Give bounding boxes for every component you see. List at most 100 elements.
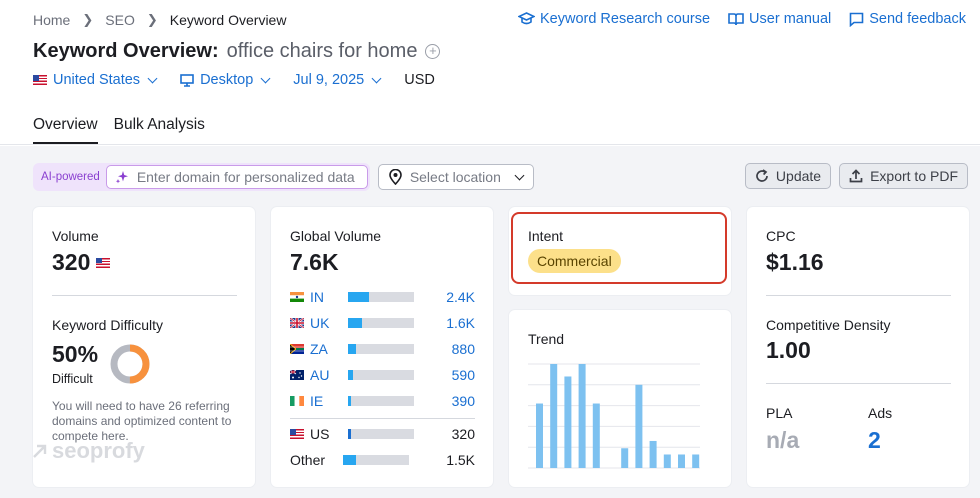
country-volume-bar [348,429,414,439]
intent-label: Intent [528,228,564,244]
trend-chart [528,363,700,469]
filters: United States Desktop Jul 9, 2025 USD [33,72,435,88]
trend-bar[interactable] [536,403,543,468]
upload-icon [849,169,863,183]
trend-bar[interactable] [578,364,586,468]
country-row-ie[interactable]: IE 390 [290,393,475,409]
country-selector[interactable]: United States [33,72,158,88]
divider [52,295,237,296]
cpc-card: CPC $1.16 Competitive Density 1.00 PLA n… [747,207,969,487]
cpc-label: CPC [766,228,796,244]
country-volume-bar-fill [343,455,357,465]
page-title-label: Keyword Overview: [33,40,219,62]
country-volume-bar-fill [348,396,352,406]
global-volume-label: Global Volume [290,228,382,244]
trend-bar[interactable] [635,384,643,468]
tab-bar: Overview Bulk Analysis [33,116,205,144]
competitive-density-label: Competitive Density [766,317,891,333]
chevron-down-icon [147,73,158,84]
trend-bar[interactable] [621,448,629,468]
page-title-keyword: office chairs for home [226,40,418,62]
breadcrumb-current: Keyword Overview [169,12,287,28]
global-volume-card: Global Volume 7.6K IN 2.4K UK 1.6K ZA 88… [271,207,493,487]
trend-bar[interactable] [649,440,657,468]
intent-card: Intent Commercial [509,207,731,295]
country-volume-bar-fill [348,292,370,302]
domain-input[interactable]: Enter domain for personalized data [105,165,368,189]
breadcrumb-seo[interactable]: SEO [105,12,135,28]
send-feedback-link[interactable]: Send feedback [849,11,966,27]
competitive-density-value: 1.00 [766,337,811,363]
country-volume-bar [348,396,414,406]
divider [766,383,951,384]
toolbar: AI-powered Enter domain for personalized… [33,163,534,191]
trend-bar[interactable] [592,403,600,468]
device-selector[interactable]: Desktop [180,72,271,88]
us-flag-icon [96,257,111,268]
country-row-other: Other 1.5K [290,452,475,468]
divider [766,295,951,296]
watermark: seoprofy [32,438,145,464]
user-manual-link[interactable]: User manual [728,11,831,27]
breadcrumb-separator-icon: ❯ [82,12,94,27]
country-volume-bar-fill [348,318,362,328]
keyword-research-course-link[interactable]: Keyword Research course [517,11,710,27]
location-pin-icon [389,169,402,185]
pla-label: PLA [766,405,793,421]
volume-value: 320 [52,249,91,275]
chat-bubble-icon [849,12,864,27]
add-keyword-plus-icon[interactable]: + [425,44,441,59]
kd-label: Keyword Difficulty [52,317,164,333]
volume-label: Volume [52,228,99,244]
kd-level: Difficult [52,372,93,386]
za-flag-icon [290,344,304,354]
country-volume-bar [348,292,414,302]
currency-label: USD [404,72,435,88]
country-volume-bar [343,455,409,465]
pla-value: n/a [766,427,800,453]
country-row-uk[interactable]: UK 1.6K [290,315,475,331]
ads-value[interactable]: 2 [868,427,881,453]
trend-bar[interactable] [550,364,558,468]
global-volume-value: 7.6K [290,249,339,275]
country-volume-bar [348,344,414,354]
date-selector[interactable]: Jul 9, 2025 [293,72,382,88]
top-links: Keyword Research course User manual Send… [517,11,966,27]
country-volume-bar-fill [348,344,356,354]
country-row-za[interactable]: ZA 880 [290,341,475,357]
country-row-us: US 320 [290,426,475,442]
update-button[interactable]: Update [744,163,832,189]
trend-card: Trend [509,310,731,487]
refresh-icon [756,169,768,182]
tab-overview[interactable]: Overview [33,116,98,144]
intent-badge[interactable]: Commercial [528,249,621,273]
kd-value: 50% [52,341,99,367]
au-flag-icon [290,370,304,380]
monitor-icon [180,73,194,87]
trend-bar[interactable] [692,454,700,468]
country-volume-bar [348,370,414,380]
arrow-logo-icon [33,444,47,458]
ads-label: Ads [868,405,893,421]
chevron-down-icon [260,73,271,84]
graduation-cap-icon [517,12,535,25]
ai-domain-field: AI-powered Enter domain for personalized… [33,163,370,191]
ie-flag-icon [290,396,304,406]
kd-description: You will need to have 26 referring domai… [52,399,232,443]
trend-bar[interactable] [663,454,671,468]
trend-bar[interactable] [678,454,685,468]
country-row-in[interactable]: IN 2.4K [290,289,475,305]
sparkle-icon [115,171,128,184]
in-flag-icon [290,292,304,302]
breadcrumb: Home ❯ SEO ❯ Keyword Overview [33,12,286,28]
breadcrumb-home[interactable]: Home [33,12,71,28]
chevron-down-icon [514,170,525,181]
country-row-au[interactable]: AU 590 [290,367,475,383]
location-select[interactable]: Select location [377,164,534,190]
page-title: Keyword Overview: office chairs for home… [33,40,441,63]
tab-bulk-analysis[interactable]: Bulk Analysis [113,116,205,133]
book-icon [728,13,744,26]
trend-bar[interactable] [564,376,572,468]
export-pdf-button[interactable]: Export to PDF [839,163,968,189]
country-volume-bar-fill [348,429,351,439]
